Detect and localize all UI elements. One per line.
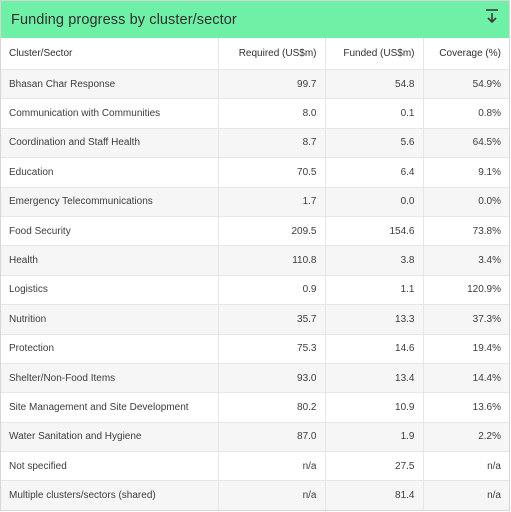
cell-funded: 27.5 xyxy=(325,451,424,482)
column-header-required[interactable]: Required (US$m) xyxy=(218,38,326,70)
table-row: Logistics 0.9 1.1 120.9% xyxy=(1,275,509,306)
table-row: Not specified n/a 27.5 n/a xyxy=(1,451,509,482)
download-icon[interactable] xyxy=(483,7,501,25)
cell-required: 99.7 xyxy=(218,69,326,100)
table-row: Health 110.8 3.8 3.4% xyxy=(1,245,509,276)
cell-cluster: Site Management and Site Development xyxy=(1,392,219,423)
cell-required: 87.0 xyxy=(218,422,326,453)
cell-coverage: 64.5% xyxy=(423,128,509,159)
cell-funded: 14.6 xyxy=(325,334,424,364)
cell-funded: 154.6 xyxy=(325,216,424,247)
table-row: Water Sanitation and Hygiene 87.0 1.9 2.2% xyxy=(1,422,509,453)
table-row: Coordination and Staff Health 8.7 5.6 64.5% xyxy=(1,128,509,159)
table-row: Shelter/Non-Food Items 93.0 13.4 14.4% xyxy=(1,363,509,394)
cell-cluster: Nutrition xyxy=(1,304,219,335)
cell-cluster: Shelter/Non-Food Items xyxy=(1,363,219,394)
cell-coverage: 73.8% xyxy=(423,216,509,247)
cell-funded: 81.4 xyxy=(325,480,424,510)
table-row: Food Security 209.5 154.6 73.8% xyxy=(1,216,509,247)
cell-funded: 10.9 xyxy=(325,392,424,423)
cell-required: 35.7 xyxy=(218,304,326,335)
cell-funded: 5.6 xyxy=(325,128,424,159)
cell-funded: 3.8 xyxy=(325,245,424,276)
cell-funded: 13.3 xyxy=(325,304,424,335)
cell-cluster: Coordination and Staff Health xyxy=(1,128,219,159)
cell-required: 93.0 xyxy=(218,363,326,394)
table-header-row: Cluster/Sector Required (US$m) Funded (U… xyxy=(1,38,509,70)
column-header-cluster[interactable]: Cluster/Sector xyxy=(1,38,219,70)
cell-cluster: Food Security xyxy=(1,216,219,247)
table-body: Bhasan Char Response 99.7 54.8 54.9% Communi… xyxy=(1,69,509,510)
table-row: Protection 75.3 14.6 19.4% xyxy=(1,334,509,364)
widget-title: Funding progress by cluster/sector xyxy=(11,11,237,28)
table-row: Nutrition 35.7 13.3 37.3% xyxy=(1,304,509,335)
cell-coverage: 19.4% xyxy=(423,334,509,364)
table-row: Education 70.5 6.4 9.1% xyxy=(1,157,509,188)
cell-funded: 1.9 xyxy=(325,422,424,453)
cell-coverage: 37.3% xyxy=(423,304,509,335)
cell-cluster: Emergency Telecommunications xyxy=(1,187,219,217)
cell-coverage: 120.9% xyxy=(423,275,509,306)
cell-cluster: Communication with Communities xyxy=(1,98,219,129)
cell-coverage: 2.2% xyxy=(423,422,509,453)
cell-required: n/a xyxy=(218,480,326,510)
cell-required: 0.9 xyxy=(218,275,326,306)
cell-coverage: 14.4% xyxy=(423,363,509,394)
cell-required: 8.7 xyxy=(218,128,326,159)
cell-required: 80.2 xyxy=(218,392,326,423)
cell-cluster: Multiple clusters/sectors (shared) xyxy=(1,480,219,510)
cell-funded: 0.1 xyxy=(325,98,424,129)
cell-cluster: Water Sanitation and Hygiene xyxy=(1,422,219,453)
column-header-funded[interactable]: Funded (US$m) xyxy=(325,38,424,70)
cell-required: 110.8 xyxy=(218,245,326,276)
cell-funded: 1.1 xyxy=(325,275,424,306)
cell-funded: 6.4 xyxy=(325,157,424,188)
funding-table: Cluster/Sector Required (US$m) Funded (U… xyxy=(1,38,509,510)
cell-coverage: 3.4% xyxy=(423,245,509,276)
cell-cluster: Bhasan Char Response xyxy=(1,69,219,100)
widget-header: Funding progress by cluster/sector xyxy=(1,1,509,38)
cell-required: 209.5 xyxy=(218,216,326,247)
table-row: Bhasan Char Response 99.7 54.8 54.9% xyxy=(1,69,509,100)
cell-required: 75.3 xyxy=(218,334,326,364)
cell-coverage: 54.9% xyxy=(423,69,509,100)
cell-funded: 54.8 xyxy=(325,69,424,100)
table-row: Emergency Telecommunications 1.7 0.0 0.0% xyxy=(1,187,509,217)
cell-coverage: 0.8% xyxy=(423,98,509,129)
table-row: Communication with Communities 8.0 0.1 0.8% xyxy=(1,98,509,129)
cell-coverage: 9.1% xyxy=(423,157,509,188)
cell-coverage: n/a xyxy=(423,451,509,482)
cell-coverage: 0.0% xyxy=(423,187,509,217)
cell-cluster: Not specified xyxy=(1,451,219,482)
cell-cluster: Protection xyxy=(1,334,219,364)
table-row: Site Management and Site Development 80.2… xyxy=(1,392,509,423)
cell-cluster: Education xyxy=(1,157,219,188)
cell-required: n/a xyxy=(218,451,326,482)
cell-required: 70.5 xyxy=(218,157,326,188)
cell-cluster: Logistics xyxy=(1,275,219,306)
cell-coverage: 13.6% xyxy=(423,392,509,423)
table-row: Multiple clusters/sectors (shared) n/a 81.… xyxy=(1,480,509,510)
cell-required: 8.0 xyxy=(218,98,326,129)
cell-funded: 0.0 xyxy=(325,187,424,217)
cell-required: 1.7 xyxy=(218,187,326,217)
cell-funded: 13.4 xyxy=(325,363,424,394)
cell-cluster: Health xyxy=(1,245,219,276)
cell-coverage: n/a xyxy=(423,480,509,510)
column-header-coverage[interactable]: Coverage (%) xyxy=(423,38,509,70)
